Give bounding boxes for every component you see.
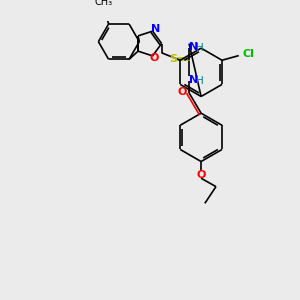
Text: O: O <box>178 87 187 97</box>
Text: N: N <box>151 24 160 34</box>
Text: H: H <box>196 76 204 86</box>
Text: S: S <box>169 54 177 64</box>
Text: O: O <box>150 53 159 63</box>
Text: N: N <box>189 75 198 85</box>
Text: CH₃: CH₃ <box>95 0 113 7</box>
Text: Cl: Cl <box>242 49 254 59</box>
Text: O: O <box>196 170 206 181</box>
Text: H: H <box>196 43 204 53</box>
Text: N: N <box>189 42 198 52</box>
